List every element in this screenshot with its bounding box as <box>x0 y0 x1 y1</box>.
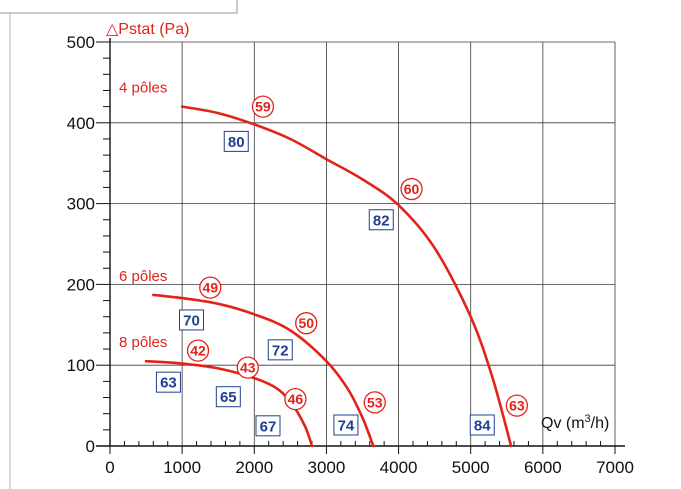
circle-marker <box>400 177 423 201</box>
circle-marker <box>236 356 259 379</box>
curve-label: 6 pôles <box>119 268 167 285</box>
curve-label: 4 pôles <box>119 80 167 97</box>
box-value: 80 <box>228 134 245 151</box>
series-labels: 4 pôles 6 pôles 8 pôles <box>119 80 167 352</box>
grid <box>110 41 616 446</box>
box-value: 84 <box>474 417 491 434</box>
circle-marker <box>251 95 275 118</box>
x-axis-title-main: Qv (m <box>541 415 585 432</box>
box-value: 63 <box>160 375 177 392</box>
power-box: 74 <box>333 414 359 436</box>
box-marker <box>155 371 181 393</box>
circle-value: 46 <box>288 391 304 407</box>
box-value: 82 <box>373 212 390 229</box>
efficiency-circle: 53 <box>363 391 386 414</box>
circle-value: 42 <box>190 343 206 359</box>
curve-line <box>144 359 314 448</box>
box-value: 74 <box>338 417 355 434</box>
axes <box>96 38 625 447</box>
header-box <box>0 0 238 14</box>
efficiency-circle: 49 <box>199 276 222 299</box>
efficiency-circle: 50 <box>295 312 318 335</box>
x-tick-label: 1000 <box>163 458 201 477</box>
y-tick-label: 100 <box>67 356 95 375</box>
power-box: 82 <box>368 209 394 231</box>
curve-label: 8 pôles <box>119 334 167 351</box>
circle-marker <box>505 394 529 417</box>
circle-value: 49 <box>202 280 218 296</box>
circle-value: 60 <box>404 181 420 197</box>
x-tick-label: 4000 <box>380 458 418 477</box>
x-axis-title-sup: 3 <box>585 413 591 425</box>
box-marker <box>469 414 495 436</box>
box-marker <box>368 209 394 231</box>
curves <box>144 105 513 448</box>
circle-value: 43 <box>240 360 256 376</box>
efficiency-circle: 43 <box>236 356 259 379</box>
x-tick-label: 6000 <box>524 458 562 477</box>
tick-labels: 0 1000 2000 3000 4000 5000 6000 7000 0 100 200 300 4… <box>67 33 634 477</box>
power-box: 63 <box>155 371 181 393</box>
efficiency-circle: 60 <box>400 177 423 201</box>
box-marker <box>333 414 359 436</box>
power-box: 72 <box>267 339 293 361</box>
x-tick-label: 3000 <box>308 458 346 477</box>
efficiency-circle: 59 <box>251 95 275 118</box>
y-tick-label: 300 <box>67 195 95 214</box>
y-axis-title: △Pstat (Pa) <box>106 21 189 38</box>
box-value: 67 <box>260 418 277 435</box>
y-tick-label: 400 <box>67 114 95 133</box>
box-value: 70 <box>183 312 200 329</box>
power-box: 80 <box>223 130 249 152</box>
box-marker <box>223 130 249 152</box>
circle-marker <box>199 276 222 299</box>
circle-value: 63 <box>509 398 525 414</box>
circle-marker <box>186 339 210 362</box>
circle-value: 59 <box>255 99 271 115</box>
tick-marks <box>96 41 616 454</box>
power-box: 84 <box>469 414 495 436</box>
power-box: 70 <box>179 309 205 331</box>
box-value: 72 <box>272 342 289 359</box>
curve-line <box>180 105 513 448</box>
box-marker <box>267 339 293 361</box>
circle-value: 50 <box>298 315 314 331</box>
box-marker <box>215 386 241 408</box>
y-tick-label: 0 <box>86 437 95 456</box>
x-tick-label: 5000 <box>452 458 490 477</box>
x-axis-title: Qv (m3/h) <box>541 413 609 432</box>
power-box: 65 <box>215 386 241 408</box>
circle-marker <box>295 312 318 335</box>
x-tick-label: 2000 <box>235 458 273 477</box>
curve-line <box>152 293 375 448</box>
efficiency-circle: 63 <box>505 394 529 417</box>
efficiency-circle: 46 <box>284 387 307 411</box>
power-box: 67 <box>255 415 281 437</box>
circle-marker <box>284 387 307 411</box>
y-tick-label: 500 <box>67 33 95 52</box>
box-marker <box>179 309 205 331</box>
x-tick-label: 7000 <box>596 458 634 477</box>
circle-value: 53 <box>367 394 383 410</box>
x-tick-label: 0 <box>105 458 114 477</box>
efficiency-circle: 42 <box>186 339 210 362</box>
y-tick-label: 200 <box>67 275 95 294</box>
circle-marker <box>363 391 386 414</box>
circle-labels: 59 60 49 50 42 43 46 53 63 <box>186 95 529 417</box>
box-value: 65 <box>220 389 237 406</box>
x-axis-title-tail: /h) <box>591 415 610 432</box>
box-labels: 80 82 70 72 63 65 67 74 84 <box>155 130 495 437</box>
box-marker <box>255 415 281 437</box>
